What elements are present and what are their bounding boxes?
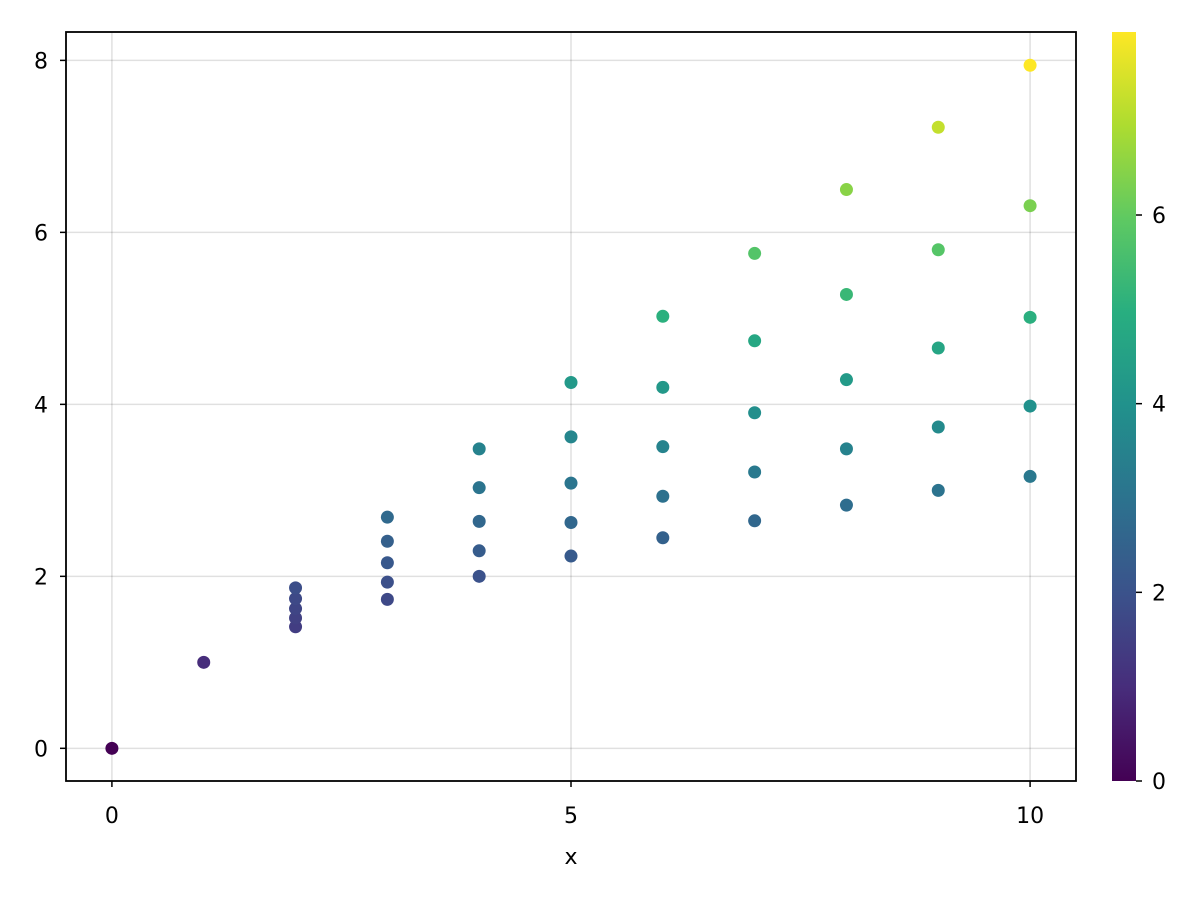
grid-lines <box>66 32 1076 781</box>
data-point <box>656 380 670 394</box>
colorbar-tick-label: 4 <box>1152 393 1166 418</box>
data-point <box>472 544 486 558</box>
data-point <box>1023 310 1037 324</box>
data-point <box>931 243 945 257</box>
data-point <box>839 442 853 456</box>
x-axis-label: x <box>564 845 577 870</box>
y-tick-label: 0 <box>34 737 48 762</box>
colorbar: 0 2 4 6 <box>1112 32 1166 795</box>
data-point <box>656 309 670 323</box>
data-point <box>656 531 670 545</box>
y-tick-label: 2 <box>34 565 48 590</box>
data-point <box>839 183 853 197</box>
data-point <box>748 514 762 528</box>
data-point <box>748 465 762 479</box>
data-point <box>472 514 486 528</box>
data-point <box>564 549 578 563</box>
data-point <box>1023 399 1037 413</box>
axis-ticks: 0 5 10 0 2 4 6 8 <box>34 49 1044 829</box>
y-tick-label: 8 <box>34 49 48 74</box>
data-point <box>564 516 578 530</box>
x-tick-label: 5 <box>564 804 578 829</box>
data-point <box>289 581 303 595</box>
data-point <box>105 741 119 755</box>
colorbar-tick-label: 0 <box>1152 770 1166 795</box>
data-point <box>197 655 211 669</box>
data-point <box>931 420 945 434</box>
data-points <box>105 58 1037 755</box>
data-point <box>380 556 394 570</box>
y-tick-label: 6 <box>34 221 48 246</box>
data-point <box>656 489 670 503</box>
data-point <box>289 611 303 625</box>
data-point <box>931 483 945 497</box>
data-point <box>472 481 486 495</box>
colorbar-ticks: 0 2 4 6 <box>1136 204 1166 795</box>
x-tick-label: 0 <box>105 804 119 829</box>
colorbar-tick-label: 6 <box>1152 204 1166 229</box>
data-point <box>380 592 394 606</box>
data-point <box>472 569 486 583</box>
data-point <box>472 442 486 456</box>
data-point <box>380 534 394 548</box>
data-point <box>748 334 762 348</box>
data-point <box>748 246 762 260</box>
data-point <box>564 430 578 444</box>
data-point <box>656 440 670 454</box>
data-point <box>1023 58 1037 72</box>
data-point <box>748 406 762 420</box>
data-point <box>931 341 945 355</box>
data-point <box>380 575 394 589</box>
data-point <box>564 476 578 490</box>
data-point <box>289 592 303 606</box>
data-point <box>931 120 945 134</box>
data-point <box>380 510 394 524</box>
colorbar-tick-label: 2 <box>1152 581 1166 606</box>
data-point <box>1023 469 1037 483</box>
data-point <box>839 373 853 387</box>
data-point <box>289 602 303 616</box>
colorbar-gradient <box>1112 32 1136 781</box>
data-point <box>564 376 578 390</box>
data-point <box>839 287 853 301</box>
data-point <box>839 498 853 512</box>
data-point <box>1023 199 1037 213</box>
y-tick-label: 4 <box>34 393 48 418</box>
x-tick-label: 10 <box>1016 804 1044 829</box>
